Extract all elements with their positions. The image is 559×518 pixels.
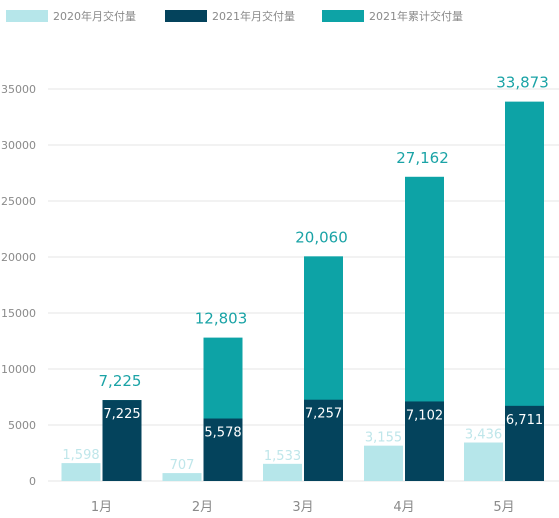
legend-label-1: 2020年月交付量	[53, 9, 136, 23]
legend-label-3: 2021年累计交付量	[369, 9, 463, 23]
label-2021-3: 7,257	[305, 407, 342, 422]
label-2021-1: 7,225	[103, 407, 140, 422]
y-tick-30000: 30000	[1, 139, 36, 152]
bar-2021-5	[505, 405, 544, 481]
legend-swatch-2	[165, 10, 207, 22]
bar-2020-5	[464, 442, 503, 481]
label-2021-2: 5,578	[204, 426, 241, 441]
x-tick-5: 5月	[493, 500, 514, 515]
label-cumulative-1: 7,225	[99, 372, 142, 390]
bar-2021-4	[405, 401, 444, 481]
data-labels: 1,598 7,225 7,225 707 5,578 12,803 1,533 7,257 2…	[62, 74, 548, 473]
y-axis: 0 5000 10000 15000 20000 25000 30000 35000	[1, 83, 36, 488]
x-axis: 1月 2月 3月 4月 5月	[91, 500, 515, 515]
label-cumulative-3: 20,060	[295, 228, 348, 246]
label-2021-4: 7,102	[406, 408, 443, 423]
label-cumulative-4: 27,162	[396, 149, 449, 167]
y-tick-25000: 25000	[1, 195, 36, 208]
bar-2020-2	[162, 473, 202, 481]
y-tick-35000: 35000	[1, 83, 36, 96]
y-tick-20000: 20000	[1, 251, 36, 264]
legend-label-2: 2021年月交付量	[212, 9, 295, 23]
bars	[61, 101, 544, 482]
x-tick-4: 4月	[393, 500, 414, 515]
bar-2020-1	[61, 463, 101, 481]
bar-2021-2	[203, 418, 243, 481]
chart-legend: 2020年月交付量 2021年月交付量 2021年累计交付量	[6, 9, 463, 23]
y-tick-0: 0	[29, 475, 36, 488]
label-cumulative-5: 33,873	[496, 74, 549, 92]
legend-swatch-1	[6, 10, 48, 22]
bar-2021-3	[304, 399, 343, 481]
label-2021-5: 6,711	[506, 413, 543, 428]
bar-2021-1	[102, 400, 142, 481]
x-tick-1: 1月	[91, 500, 112, 515]
y-tick-15000: 15000	[1, 307, 36, 320]
label-2020-5: 3,436	[465, 428, 502, 443]
label-2020-1: 1,598	[62, 448, 99, 463]
y-tick-10000: 10000	[1, 363, 36, 376]
x-tick-3: 3月	[292, 500, 313, 515]
bar-2020-4	[364, 445, 403, 481]
bar-2020-3	[263, 463, 302, 481]
label-2020-3: 1,533	[264, 449, 301, 464]
label-2020-2: 707	[170, 458, 195, 473]
y-tick-5000: 5000	[8, 419, 36, 432]
label-2020-4: 3,155	[365, 431, 402, 446]
legend-swatch-3	[322, 10, 364, 22]
x-tick-2: 2月	[192, 500, 213, 515]
label-cumulative-2: 12,803	[195, 310, 248, 328]
